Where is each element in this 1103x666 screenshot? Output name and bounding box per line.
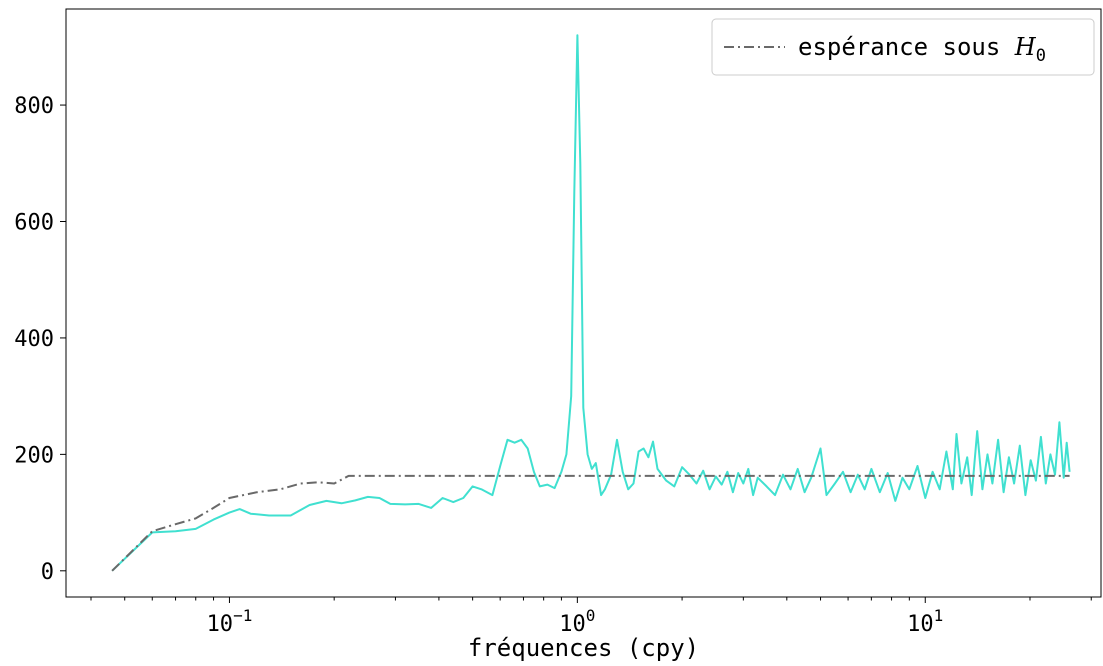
x-tick-label: 10−1 [207, 606, 253, 637]
y-tick-label: 800 [14, 94, 54, 119]
x-axis-label: fréquences (cpy) [468, 634, 699, 662]
y-tick-label: 200 [14, 443, 54, 468]
series-line-1 [111, 474, 1070, 572]
y-tick-label: 600 [14, 210, 54, 235]
x-tick-label: 100 [559, 606, 595, 637]
x-tick-label: 101 [907, 606, 943, 637]
y-axis-ticks: 0 200 400 600 800 [14, 94, 66, 585]
y-tick-label: 0 [41, 560, 54, 585]
plot-frame [65, 8, 1102, 598]
series-line-0 [111, 34, 1071, 572]
x-axis-ticks: 10−1 100 101 [90, 597, 1092, 637]
legend: espérance sous H0 [711, 18, 1095, 76]
legend-entry-math: H [1014, 33, 1037, 61]
series-layer [111, 34, 1071, 572]
legend-entry-h0: espérance sous H0 [798, 33, 1046, 66]
legend-entry-text: espérance sous [798, 33, 1015, 61]
y-tick-label: 400 [14, 327, 54, 352]
legend-entry-subscript: 0 [1036, 46, 1046, 66]
legend-box [711, 18, 1095, 76]
